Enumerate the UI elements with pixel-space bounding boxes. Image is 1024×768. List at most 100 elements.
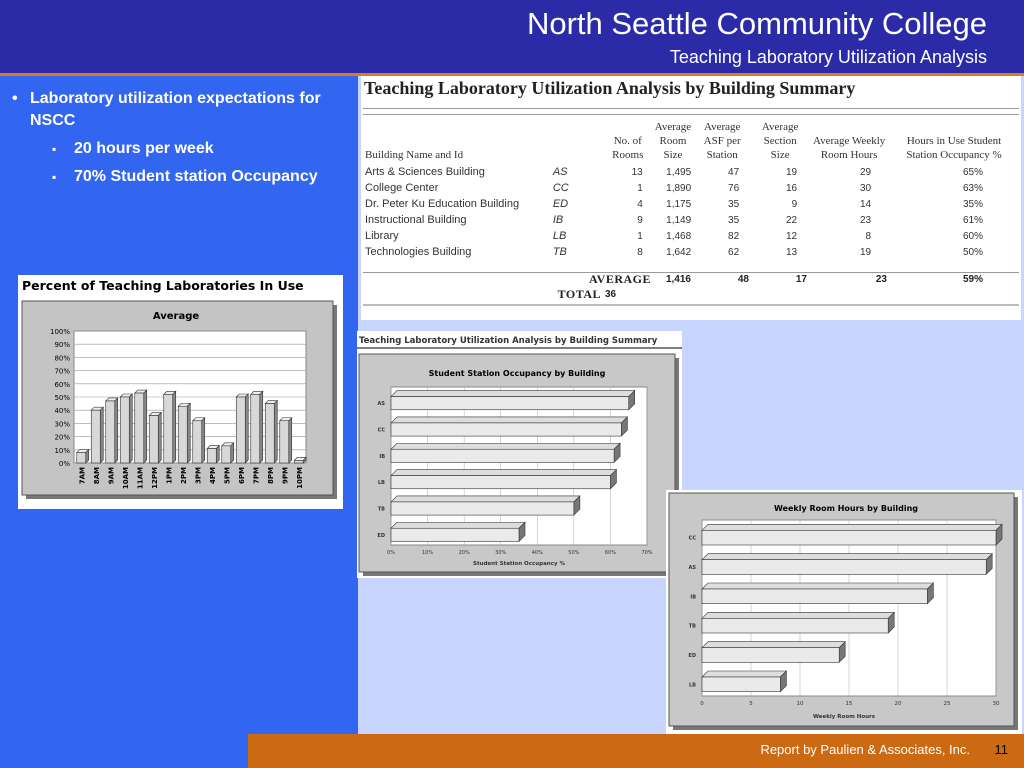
chart1-bar-side [143, 389, 148, 464]
table-header-row: Building Name and Id No. of Rooms Averag… [363, 120, 1019, 164]
col-header-rooms: No. of Rooms [612, 135, 644, 161]
footer-orange-band [248, 734, 1024, 768]
chart1-ytick: 10% [54, 447, 70, 455]
totals-table: AVERAGE 1,416 48 17 23 59% TOTAL 36 [363, 272, 1019, 302]
table-row: Library LB 1 1,468 82 12 8 60% [363, 228, 1019, 244]
chart1-subtitle: Average [153, 311, 200, 322]
chart3-bar-top [701, 524, 1003, 531]
cell-section-size: 19 [786, 166, 798, 178]
cell-asf-per-station: 35 [728, 198, 740, 210]
chart1-bar-side [259, 390, 264, 464]
chart1-bar [279, 420, 290, 464]
chart1-ytick: 40% [54, 407, 70, 415]
chart1-xtick: 12PM [151, 467, 159, 489]
chart1-bar-side [157, 411, 162, 464]
chart1-bar [293, 460, 304, 464]
chart2-xlabel: Student Station Occupancy % [473, 561, 565, 567]
chart3-xtick: 25 [944, 701, 951, 707]
chart1-ytick: 0% [59, 460, 70, 468]
chart2-bar [390, 501, 575, 516]
cell-asf-per-station: 35 [728, 214, 740, 226]
chart2-bar [390, 396, 630, 411]
chart1-bar [134, 392, 145, 464]
chart1-bar-side [244, 393, 249, 464]
chart1-bar [90, 409, 101, 464]
chart1-ytick: 70% [54, 368, 70, 376]
col-header-hours: Average Weekly Room Hours [812, 135, 886, 161]
room-hours-chart-box: Weekly Room Hours by Building 0 5 10 15 20 25… [666, 490, 1022, 734]
table-row: Arts & Sciences Building AS 13 1,495 47 19 29 6… [363, 164, 1019, 180]
summary-table-title: Teaching Laboratory Utilization Analysis… [364, 78, 856, 98]
slide-header: North Seattle Community College Teaching… [0, 0, 1024, 76]
cell-rooms: 9 [637, 214, 643, 226]
average-occupancy: 59% [962, 274, 983, 285]
cell-occupancy: 60% [962, 230, 983, 242]
bullet-sub-2: 70% Student station Occupancy [12, 166, 342, 188]
table-row: College Center CC 1 1,890 76 16 30 63% [363, 180, 1019, 196]
table-row: Technologies Building TB 8 1,642 62 13 19 50% [363, 244, 1019, 260]
cell-room-size: 1,495 [666, 166, 692, 178]
chart3-ytick: CC [689, 536, 697, 542]
chart1-bar [221, 445, 232, 464]
cell-rooms: 1 [637, 230, 643, 242]
chart1-xtick: 9PM [281, 467, 289, 484]
cell-building-name: Dr. Peter Ku Education Building [365, 198, 520, 210]
chart1-xtick: 8PM [267, 467, 275, 484]
cell-occupancy: 50% [962, 246, 983, 258]
table-rule-top-2 [363, 114, 1019, 115]
cell-room-size: 1,642 [666, 246, 692, 258]
room-hours-chart: Weekly Room Hours by Building 0 5 10 15 20 25… [668, 492, 1018, 730]
table-rule-top [363, 108, 1019, 109]
col-header-building: Building Name and Id [365, 149, 464, 161]
chart1-bar [206, 448, 217, 464]
chart2-xtick: 70% [641, 550, 652, 556]
average-asf: 48 [737, 274, 749, 285]
chart1-xtick: 10AM [122, 467, 130, 489]
chart1-bar [119, 396, 130, 464]
chart1-ytick: 50% [54, 394, 70, 402]
cell-room-size: 1,468 [666, 230, 692, 242]
header-divider [0, 73, 1024, 76]
chart2-bar [390, 475, 611, 490]
chart2-xtick: 10% [422, 550, 433, 556]
col-header-id-spacer [551, 120, 603, 164]
cell-building-id: ED [552, 198, 569, 210]
chart1-bar-side [201, 417, 206, 464]
chart2-xtick: 50% [568, 550, 579, 556]
chart3-title: Weekly Room Hours by Building [774, 504, 918, 513]
col-header-asf: Average ASF per Station [703, 121, 741, 161]
chart3-ytick: IB [690, 594, 696, 600]
chart1-xtick: 9AM [107, 467, 115, 484]
chart1-bar-side [128, 393, 133, 464]
chart1-bar [148, 415, 159, 464]
cell-building-name: Arts & Sciences Building [365, 166, 485, 178]
chart1-title: Percent of Teaching Laboratories In Use [22, 278, 304, 293]
chart3-bar-top [701, 553, 993, 560]
summary-table-box: Teaching Laboratory Utilization Analysis… [361, 76, 1021, 320]
chart1-xtick: 4PM [209, 467, 217, 484]
chart1-xtick: 5PM [223, 467, 231, 484]
chart1-xtick: 6PM [238, 467, 246, 484]
chart2-xtick: 30% [495, 550, 506, 556]
average-hours: 23 [875, 274, 887, 285]
chart1-bar-side [99, 406, 104, 464]
chart2-bar [390, 422, 622, 437]
chart3-xlabel: Weekly Room Hours [813, 714, 876, 720]
chart3-bar [701, 530, 997, 546]
cell-section-size: 13 [786, 246, 798, 258]
occupancy-chart: Teaching Laboratory Utilization Analysis… [357, 336, 682, 576]
chart3-xtick: 0 [700, 701, 704, 707]
total-rooms: 36 [605, 289, 617, 300]
chart1-bar [264, 403, 275, 464]
chart2-xtick: 60% [605, 550, 616, 556]
bullet-main: Laboratory utilization expectations for … [12, 88, 342, 132]
cell-building-id: TB [552, 246, 567, 258]
chart1-bar [235, 396, 246, 464]
col-header-occupancy: Hours in Use Student Station Occupancy % [906, 135, 1002, 161]
chart3-bar-top [701, 582, 935, 590]
chart3-ytick: ED [688, 653, 696, 659]
cell-weekly-hours: 19 [859, 246, 872, 258]
chart2-xtick: 20% [459, 550, 470, 556]
occupancy-chart-box: Teaching Laboratory Utilization Analysis… [357, 331, 682, 578]
table-row: Dr. Peter Ku Education Building ED 4 1,175 3… [363, 196, 1019, 212]
